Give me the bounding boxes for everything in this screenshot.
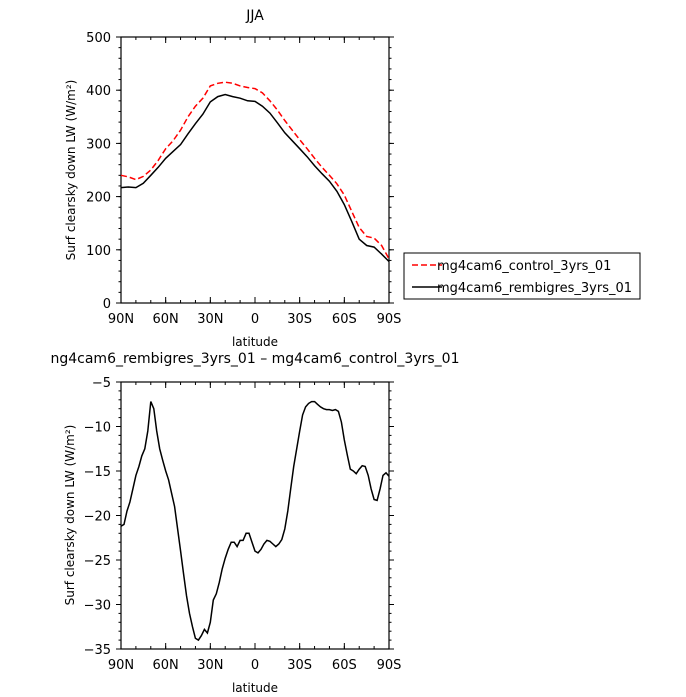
legend-label-rembigres: mg4cam6_rembigres_3yrs_01 [437,281,632,296]
top-x-ticks: 90N 60N 30N 0 30S 60S 90S [108,37,402,327]
bottom-x-tick-label: 30N [197,658,223,673]
bottom-y-tick-label: −30 [84,599,111,614]
top-x-tick-label: 0 [251,312,259,327]
top-x-tick-label: 60S [332,312,357,327]
bottom-y-tick-label: −35 [84,643,111,658]
bottom-y-tick-label: −5 [92,376,111,391]
top-y-tick-label: 200 [86,191,111,206]
top-title: JJA [245,8,264,24]
top-series-line-1 [120,93,390,263]
bottom-y-tick-label: −25 [84,554,111,569]
top-series-lines [120,81,390,263]
bottom-y-tick-label: −10 [84,421,111,436]
bottom-y-ticks: −35 −30 −25 −20 −15 −10 −5 [84,376,394,658]
top-x-tick-label: 90N [108,312,134,327]
bottom-y-tick-label: −15 [84,465,111,480]
bottom-panel: ng4cam6_rembigres_3yrs_01 – mg4cam6_cont… [50,351,459,695]
bottom-x-ticks: 90N 60N 30N 0 30S 60S 90S [108,382,402,673]
bottom-y-tick-label: −20 [84,510,111,525]
top-y-tick-label: 300 [86,137,111,152]
top-y-tick-label: 100 [86,244,111,259]
top-x-tick-label: 60N [153,312,179,327]
top-x-tick-label: 30N [197,312,223,327]
bottom-x-tick-label: 60S [332,658,357,673]
bottom-y-axis-label: Surf clearsky down LW (W/m²) [63,425,77,606]
top-x-axis-label: latitude [232,335,278,349]
bottom-x-tick-label: 0 [251,658,259,673]
bottom-x-tick-label: 90S [377,658,402,673]
bottom-series-lines [120,400,390,642]
bottom-plot-frame [120,381,390,650]
bottom-x-tick-label: 60N [153,658,179,673]
top-series-line-0 [120,81,390,260]
top-y-ticks: 0 100 200 300 400 500 [86,31,394,312]
top-y-axis-label: Surf clearsky down LW (W/m²) [64,80,78,261]
top-x-tick-label: 90S [377,312,402,327]
legend-label-control: mg4cam6_control_3yrs_01 [437,259,611,274]
bottom-title: ng4cam6_rembigres_3yrs_01 – mg4cam6_cont… [50,351,459,367]
legend: mg4cam6_control_3yrs_01 mg4cam6_rembigre… [403,252,641,300]
top-plot-frame [120,36,390,304]
top-y-tick-label: 500 [86,31,111,46]
bottom-x-tick-label: 30S [287,658,312,673]
bottom-x-tick-label: 90N [108,658,134,673]
top-panel: JJA 90N 60N 30N 0 30S 60S 90S 0 100 200 300 400 500… [64,8,401,349]
top-x-tick-label: 30S [287,312,312,327]
bottom-x-axis-label: latitude [232,681,278,695]
bottom-series-line-0 [120,400,390,642]
top-y-tick-label: 400 [86,84,111,99]
top-y-tick-label: 0 [103,297,111,312]
legend-box [403,252,641,300]
